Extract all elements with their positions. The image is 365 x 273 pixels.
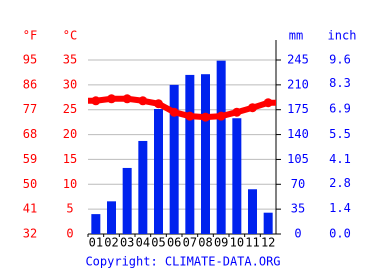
point [154, 99, 163, 109]
line [88, 95, 276, 121]
bar [169, 84, 179, 234]
x-tick-label: 09 [214, 236, 228, 250]
bar [232, 118, 242, 234]
bar [154, 109, 163, 234]
bar [248, 189, 257, 234]
tick-label: 32 [23, 227, 37, 241]
bar [263, 212, 273, 234]
x-tick-label: 01 [89, 236, 103, 250]
axis-label: inch [328, 29, 357, 43]
bar [138, 140, 148, 234]
tick-label: 0 [66, 227, 73, 241]
x-tick-label: 05 [151, 236, 165, 250]
tick-label: 4.1 [329, 152, 351, 166]
tick-label: 0 [294, 227, 301, 241]
bar [185, 74, 195, 235]
tick-label: 77 [23, 102, 37, 116]
x-tick-label: 10 [230, 236, 244, 250]
x-tick-label: 12 [261, 236, 275, 250]
tick-label: 59 [23, 152, 37, 166]
tick-label: 50 [23, 177, 37, 191]
point [201, 112, 210, 122]
bar [107, 201, 116, 234]
point [248, 103, 257, 113]
x-tick-label: 11 [245, 236, 259, 250]
tick-label: 6.9 [329, 101, 351, 115]
point [232, 107, 242, 117]
tick-label: 30 [63, 77, 77, 91]
tick-label: 210 [287, 77, 309, 91]
point [138, 96, 148, 106]
point [169, 107, 179, 117]
tick-label: 1.4 [329, 201, 351, 215]
tick-label: 41 [23, 202, 37, 216]
tick-label: 8.3 [329, 76, 351, 90]
axis-label: °C [63, 29, 77, 43]
bar [91, 214, 101, 234]
point [91, 96, 101, 106]
axis-label: mm [289, 29, 303, 43]
point [263, 98, 273, 108]
tick-label: 35 [63, 53, 77, 67]
x-tick-label: 04 [136, 236, 150, 250]
x-tick-label: 07 [183, 236, 197, 250]
tick-label: 86 [23, 77, 37, 91]
tick-label: 140 [287, 127, 309, 141]
x-tick-label: 03 [120, 236, 134, 250]
tick-label: 9.6 [329, 53, 351, 67]
bar [122, 167, 132, 234]
bar [216, 60, 226, 234]
point [122, 94, 132, 104]
tick-label: 15 [63, 152, 77, 166]
tick-label: 20 [63, 127, 77, 141]
tick-label: 25 [63, 102, 77, 116]
tick-label: 10 [63, 177, 77, 191]
footer: Copyright: CLIMATE-DATA.ORG [85, 255, 280, 269]
bar [201, 74, 210, 235]
tick-label: 95 [23, 53, 37, 67]
axis-label: °F [23, 29, 37, 43]
point [185, 111, 195, 121]
tick-label: 2.8 [329, 176, 351, 190]
x-tick-label: 02 [104, 236, 118, 250]
tick-label: 105 [287, 152, 309, 166]
tick-label: 5.5 [329, 127, 351, 141]
tick-label: 70 [291, 177, 305, 191]
tick-label: 68 [23, 127, 37, 141]
tick-label: 35 [291, 202, 305, 216]
x-tick-label: 06 [167, 236, 181, 250]
tick-label: 245 [287, 53, 309, 67]
point [216, 111, 226, 121]
tick-label: 175 [287, 102, 309, 116]
tick-label: 5 [66, 202, 73, 216]
point [107, 94, 116, 104]
x-tick-label: 08 [198, 236, 212, 250]
tick-label: 0.0 [329, 227, 351, 241]
